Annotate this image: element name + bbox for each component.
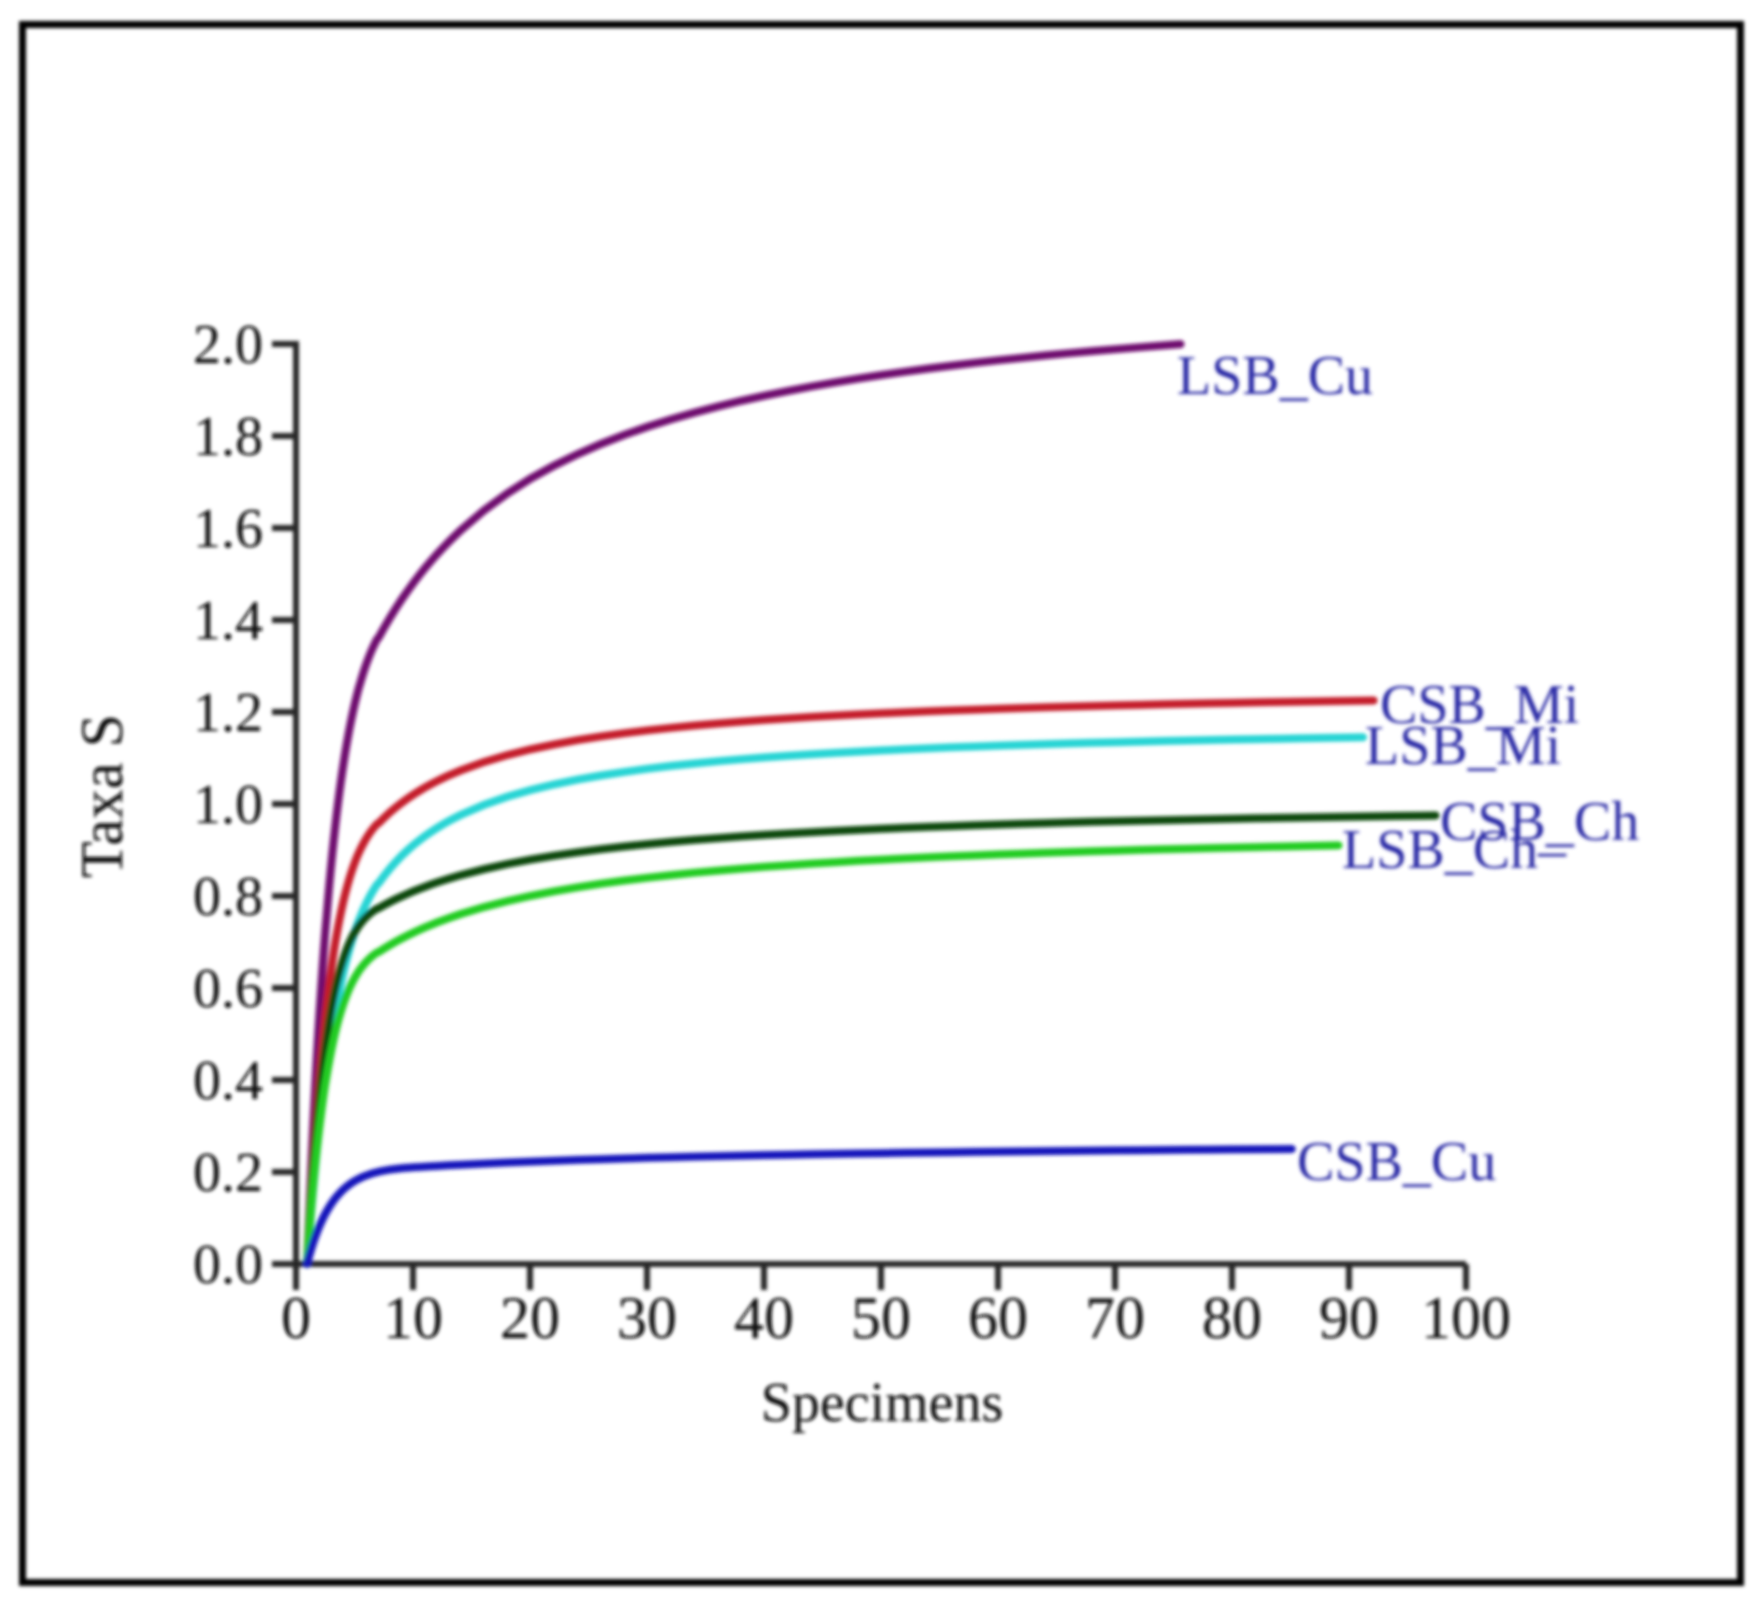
svg-text:0.0: 0.0 (193, 1234, 263, 1296)
svg-text:0.2: 0.2 (193, 1142, 263, 1204)
svg-text:1.0: 1.0 (193, 774, 263, 836)
svg-text:80: 80 (1202, 1285, 1262, 1351)
svg-text:2.0: 2.0 (193, 314, 263, 376)
svg-text:1.4: 1.4 (193, 590, 263, 652)
svg-text:Specimens: Specimens (761, 1372, 1004, 1434)
svg-text:20: 20 (500, 1285, 560, 1351)
svg-text:CSB_Cu: CSB_Cu (1297, 1131, 1496, 1193)
svg-text:0: 0 (281, 1285, 311, 1351)
svg-text:10: 10 (383, 1285, 443, 1351)
svg-text:CSB_Ch: CSB_Ch (1440, 791, 1639, 853)
svg-text:CSB_Mi: CSB_Mi (1380, 674, 1579, 736)
svg-text:1.8: 1.8 (193, 406, 263, 468)
svg-text:1.2: 1.2 (193, 682, 263, 744)
svg-text:100: 100 (1421, 1285, 1511, 1351)
svg-text:60: 60 (968, 1285, 1028, 1351)
svg-text:Taxa S: Taxa S (69, 714, 135, 878)
svg-text:90: 90 (1319, 1285, 1379, 1351)
svg-text:0.4: 0.4 (193, 1050, 263, 1112)
svg-text:50: 50 (851, 1285, 911, 1351)
svg-text:30: 30 (617, 1285, 677, 1351)
svg-text:70: 70 (1085, 1285, 1145, 1351)
svg-text:1.6: 1.6 (193, 498, 263, 560)
svg-text:LSB_Mi: LSB_Mi (1365, 715, 1561, 777)
svg-text:40: 40 (734, 1285, 794, 1351)
svg-text:0.6: 0.6 (193, 958, 263, 1020)
svg-text:0.8: 0.8 (193, 866, 263, 928)
svg-text:LSB_Ch–: LSB_Ch– (1342, 819, 1567, 881)
svg-text:LSB_Cu: LSB_Cu (1177, 345, 1373, 407)
